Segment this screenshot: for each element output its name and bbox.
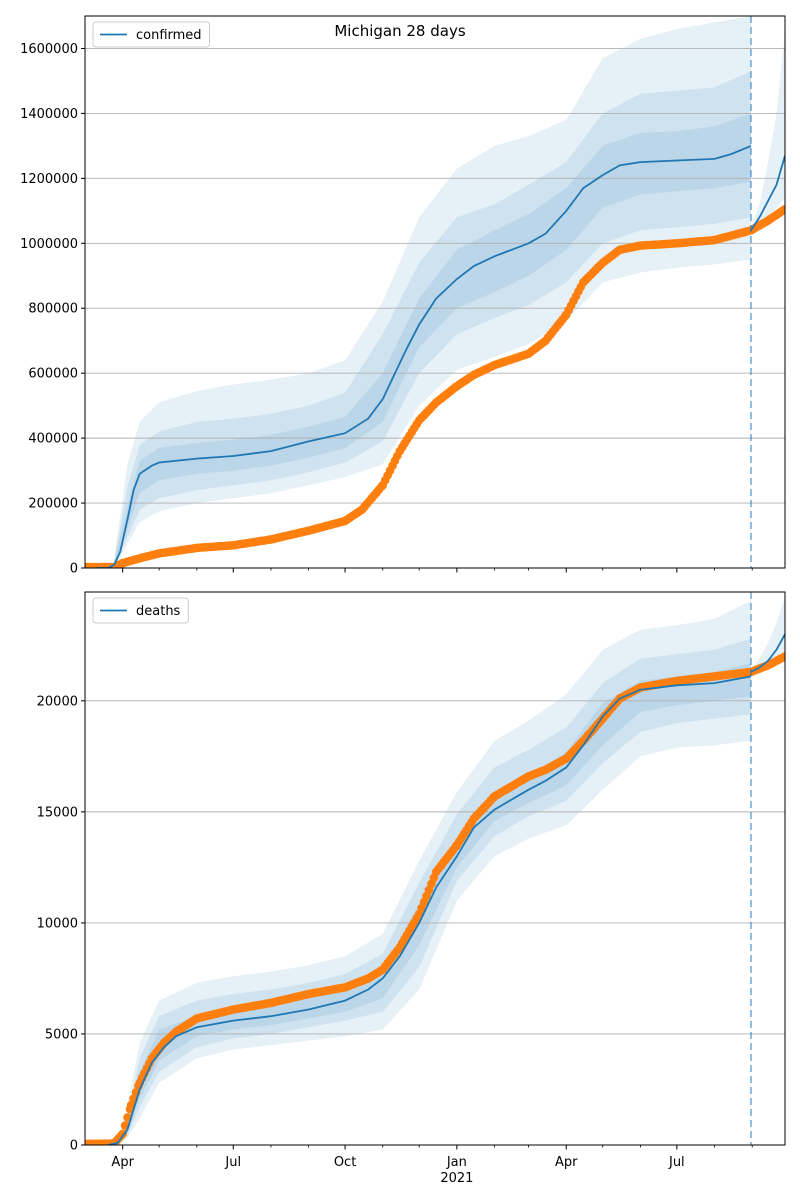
confirmed-y-tick-label: 1200000 [20, 172, 78, 187]
confirmed-y-tick-label: 200000 [28, 497, 78, 512]
deaths-y-tick-label: 10000 [37, 916, 78, 931]
confirmed-legend-label: confirmed [136, 28, 202, 43]
confirmed-y-tick-label: 800000 [28, 302, 78, 317]
deaths-uncertainty-band-3 [751, 596, 785, 675]
confirmed-y-tick-label: 1000000 [20, 237, 78, 252]
confirmed-legend: confirmed [92, 21, 211, 48]
confirmed-legend-box [92, 21, 211, 48]
confirmed-uncertainty-band-2 [114, 113, 751, 567]
deaths-observed-point [780, 652, 785, 661]
confirmed-bands [114, 16, 785, 568]
confirmed-y-tick-label: 0 [70, 562, 78, 577]
x-tick-label: Oct [334, 1155, 356, 1170]
deaths-gridlines [85, 700, 785, 1146]
deaths-median-line [107, 675, 752, 1145]
x-tick-label: Apr [111, 1155, 134, 1170]
deaths-legend-label: deaths [136, 604, 181, 619]
confirmed-y-axis: 0 200000 400000 600000 800000 1000000 1200000 1… [20, 42, 85, 577]
confirmed-model-lines [95, 145, 785, 568]
deaths-plot-frame [84, 591, 786, 1146]
deaths-uncertainty-band-2 [117, 663, 752, 1144]
deaths-legend: deaths [92, 597, 189, 624]
x-tick-label: Jul [224, 1155, 241, 1170]
deaths-y-tick-label: 0 [70, 1139, 78, 1154]
deaths-y-tick-label: 15000 [37, 805, 78, 820]
chart-title: Michigan 28 days [334, 22, 465, 40]
x-tick-year-label: 2021 [440, 1171, 473, 1186]
x-tick-label: Apr [555, 1155, 578, 1170]
deaths-y-tick-label: 5000 [45, 1027, 78, 1042]
confirmed-observed-points [85, 204, 785, 568]
deaths-observed-points [85, 652, 785, 1145]
confirmed-uncertainty-band-1 [114, 71, 751, 568]
confirmed-observed-point [780, 204, 785, 214]
deaths-y-tick-label: 20000 [37, 694, 78, 709]
confirmed-median-line [95, 145, 752, 568]
confirmed-y-tick-label: 1400000 [20, 107, 78, 122]
deaths-legend-box [92, 597, 189, 624]
confirmed-y-tick-label: 400000 [28, 432, 78, 447]
x-tick-label: Jan [446, 1155, 467, 1170]
confirmed-uncertainty-band-3 [751, 32, 785, 234]
confirmed-panel: 0 200000 400000 600000 800000 1000000 1200000 1… [20, 15, 786, 577]
x-tick-label: Jul [668, 1155, 685, 1170]
confirmed-y-tick-label: 600000 [28, 367, 78, 382]
confirmed-x-axis [122, 568, 753, 573]
confirmed-uncertainty-band-0 [114, 16, 751, 568]
confirmed-y-tick-label: 1600000 [20, 42, 78, 57]
deaths-model-lines [107, 633, 785, 1145]
deaths-y-axis: 0 5000 10000 15000 20000 [37, 694, 85, 1154]
deaths-forecast-line [750, 633, 785, 673]
confirmed-plot-frame [84, 15, 786, 569]
confirmed-forecast-line [750, 155, 785, 231]
